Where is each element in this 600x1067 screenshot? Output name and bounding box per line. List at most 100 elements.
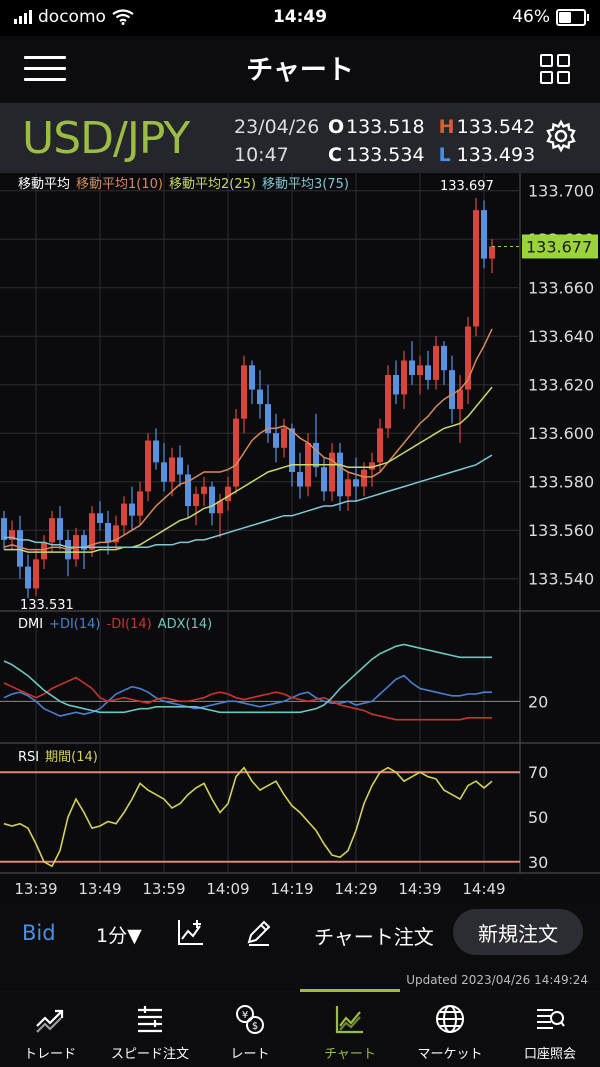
draw-pen-icon[interactable] xyxy=(244,917,274,947)
candle-body xyxy=(361,469,367,487)
quote-panel: USD/JPY 23/04/26 10:47 O133.518 H 133.542… xyxy=(0,103,600,173)
layout-grid-icon[interactable] xyxy=(540,54,570,84)
speed-order-icon xyxy=(138,1006,162,1033)
chart-toolbar: Bid 1分▼ チャート注文 新規注文 xyxy=(0,903,600,969)
chart-order-button[interactable]: チャート注文 xyxy=(314,925,434,949)
candle-body xyxy=(209,486,215,514)
battery-icon xyxy=(556,8,589,26)
dmi-line xyxy=(3,643,492,714)
settings-gear-icon[interactable] xyxy=(544,119,578,153)
menu-icon[interactable] xyxy=(24,56,66,82)
price-tick-label: 133.560 xyxy=(528,521,594,540)
candle-body xyxy=(393,375,399,395)
time-tick-label: 14:49 xyxy=(462,880,505,898)
candle-body xyxy=(385,375,391,429)
close-value: 133.534 xyxy=(346,144,425,166)
candle-body xyxy=(129,503,135,516)
price-chart-svg[interactable]: 133.700133.680133.660133.640133.620133.6… xyxy=(0,173,600,903)
price-tick-label: 133.660 xyxy=(528,279,594,298)
candle-body xyxy=(169,457,175,482)
currency-rate-icon: ¥ $ xyxy=(236,1005,264,1034)
candle-body xyxy=(489,246,495,259)
candle-body xyxy=(121,503,127,526)
rsi-legend: RSI 期間(14) xyxy=(18,750,98,765)
time-tick-label: 13:39 xyxy=(14,880,57,898)
candle-body xyxy=(177,457,183,475)
candle-body xyxy=(465,326,471,390)
globe-icon xyxy=(436,1005,464,1033)
tab-label: トレード xyxy=(23,1047,76,1062)
tab-chart[interactable]: チャート xyxy=(300,992,400,1067)
candle-body xyxy=(113,525,119,543)
high-value: 133.542 xyxy=(456,116,536,138)
candle-body xyxy=(9,530,15,540)
price-tick-label: 133.540 xyxy=(528,570,594,589)
timeframe-select[interactable]: 1分▼ xyxy=(96,925,142,947)
legend-item: 移動平均2(25) xyxy=(169,177,256,192)
candle-body xyxy=(185,474,191,506)
candle-body xyxy=(329,452,335,492)
legend-item: DMI xyxy=(18,617,43,632)
candle-body xyxy=(241,365,247,419)
trend-arrow-icon xyxy=(36,1009,64,1033)
candle-body xyxy=(321,467,327,492)
updated-bar: Updated 2023/04/26 14:49:24 xyxy=(0,969,600,991)
legend-item: 移動平均1(10) xyxy=(76,177,163,192)
ohlc-values: O133.518 H 133.542 C 133.534 L 133.493 xyxy=(328,113,535,169)
tab-speed-order[interactable]: スピード注文 xyxy=(100,992,200,1067)
price-tick-label: 133.600 xyxy=(528,424,594,443)
candle-body xyxy=(417,365,423,376)
min-price-label: 133.531 xyxy=(20,598,74,613)
legend-item: ADX(14) xyxy=(158,617,213,632)
candle-body xyxy=(353,479,359,487)
candle-body xyxy=(409,360,415,376)
candle-body xyxy=(137,491,143,516)
currency-pair[interactable]: USD/JPY xyxy=(22,113,190,164)
new-order-button[interactable]: 新規注文 xyxy=(453,909,583,955)
time-tick-label: 14:39 xyxy=(398,880,441,898)
tab-market[interactable]: マーケット xyxy=(400,992,500,1067)
candle-body xyxy=(313,442,319,468)
candle-body xyxy=(81,535,87,550)
add-indicator-icon[interactable] xyxy=(176,917,206,947)
carrier-label: docomo xyxy=(38,7,106,27)
chart-area[interactable]: 133.700133.680133.660133.640133.620133.6… xyxy=(0,173,600,903)
tab-rate[interactable]: ¥ $ レート xyxy=(200,992,300,1067)
candle-body xyxy=(337,452,343,497)
quote-datetime: 23/04/26 10:47 xyxy=(234,113,319,169)
dmi-tick-label: 20 xyxy=(528,692,548,711)
candle-body xyxy=(57,518,63,540)
open-label: O xyxy=(328,116,345,138)
bid-toggle[interactable]: Bid xyxy=(22,921,56,945)
battery-percent: 46% xyxy=(512,7,550,27)
candle-body xyxy=(433,345,439,380)
dmi-line xyxy=(3,674,492,717)
tab-account[interactable]: 口座照会 xyxy=(500,992,600,1067)
time-tick-label: 14:19 xyxy=(270,880,313,898)
price-tick-label: 133.580 xyxy=(528,473,594,492)
candle-body xyxy=(225,486,231,502)
candle-body xyxy=(145,440,151,492)
tab-trade[interactable]: トレード xyxy=(0,992,100,1067)
price-tick-label: 133.620 xyxy=(528,376,594,395)
ma-legend: 移動平均 移動平均1(10) 移動平均2(25) 移動平均3(75) xyxy=(18,177,349,192)
legend-item: -DI(14) xyxy=(107,617,152,632)
time-tick-label: 14:09 xyxy=(206,880,249,898)
candle-body xyxy=(1,518,7,540)
app-header: チャート xyxy=(0,36,600,102)
tab-bar: トレード スピード注文 ¥ $ レート チャート マーケット 口座照会 xyxy=(0,992,600,1067)
candle-body xyxy=(265,404,271,434)
moving-average-line xyxy=(4,386,493,553)
candle-body xyxy=(89,513,95,550)
legend-item: RSI xyxy=(18,750,39,765)
candle-body xyxy=(281,428,287,448)
legend-item: +DI(14) xyxy=(49,617,100,632)
candle-body xyxy=(25,566,31,589)
rsi-tick-label: 50 xyxy=(528,808,548,827)
candle-body xyxy=(481,210,487,259)
legend-item: 期間(14) xyxy=(45,750,98,765)
battery: 46% xyxy=(512,7,589,27)
tab-label: レート xyxy=(230,1047,270,1062)
candle-body xyxy=(33,559,39,589)
candle-body xyxy=(473,210,479,327)
